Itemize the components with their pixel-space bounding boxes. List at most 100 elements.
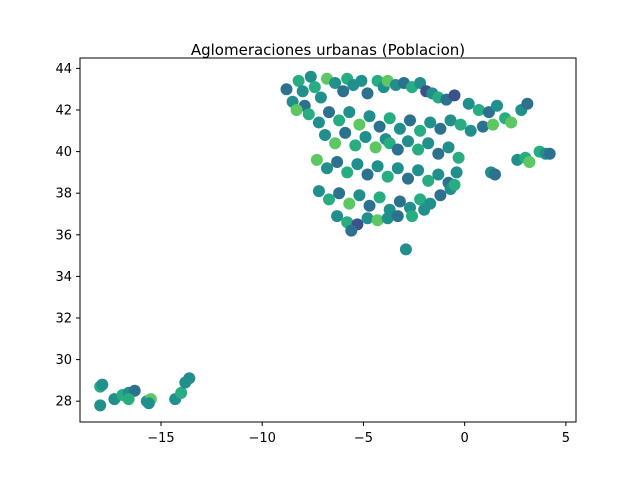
- data-point: [355, 74, 368, 87]
- data-point: [472, 104, 485, 116]
- data-point: [450, 166, 463, 179]
- data-point: [323, 106, 335, 119]
- data-point: [454, 118, 467, 131]
- data-point: [183, 372, 196, 385]
- data-point: [345, 224, 358, 237]
- y-tick-label: 36: [55, 228, 72, 243]
- data-points: [94, 70, 556, 412]
- data-point: [290, 104, 303, 116]
- x-tick-label: 0: [461, 431, 469, 446]
- data-point: [404, 114, 416, 127]
- data-point: [96, 378, 109, 391]
- data-point: [452, 151, 465, 164]
- data-point: [383, 137, 396, 150]
- data-point: [296, 85, 309, 98]
- data-point: [422, 137, 435, 150]
- data-point: [464, 124, 477, 137]
- data-point: [369, 141, 382, 154]
- x-tick-label: −5: [354, 431, 373, 446]
- data-point: [414, 77, 427, 89]
- y-tick-label: 40: [55, 145, 72, 160]
- data-point: [175, 386, 188, 399]
- data-point: [331, 156, 344, 168]
- y-tick-label: 38: [55, 187, 72, 202]
- data-point: [402, 172, 414, 185]
- data-point: [448, 89, 461, 102]
- data-point: [393, 122, 406, 135]
- data-point: [341, 166, 354, 179]
- data-point: [373, 191, 386, 204]
- x-axis: −15 −10 −5 0 5: [147, 422, 570, 446]
- y-tick-label: 42: [55, 104, 72, 119]
- data-point: [414, 124, 427, 137]
- y-axis: 28 30 32 34 36 38 40 42 44: [55, 62, 80, 410]
- data-point: [487, 118, 499, 131]
- data-point: [312, 185, 325, 198]
- data-point: [122, 393, 135, 406]
- data-point: [363, 199, 376, 212]
- data-point: [381, 170, 394, 183]
- x-tick-label: 5: [562, 431, 570, 446]
- data-point: [434, 189, 447, 202]
- x-tick-label: −10: [248, 431, 275, 446]
- data-point: [381, 212, 394, 225]
- data-point: [391, 162, 404, 175]
- data-point: [371, 214, 384, 227]
- data-point: [491, 99, 503, 112]
- data-point: [505, 116, 518, 129]
- x-tick-label: −15: [147, 431, 174, 446]
- y-tick-label: 30: [55, 353, 72, 368]
- data-point: [418, 203, 431, 216]
- data-point: [361, 87, 374, 100]
- data-point: [333, 114, 346, 127]
- data-point: [432, 147, 445, 160]
- data-point: [422, 174, 435, 187]
- data-point: [424, 116, 437, 129]
- data-point: [444, 114, 457, 127]
- data-point: [142, 397, 155, 410]
- data-point: [434, 122, 447, 135]
- data-point: [343, 197, 356, 210]
- data-point: [343, 106, 356, 119]
- data-point: [442, 141, 455, 154]
- data-point: [412, 164, 425, 177]
- data-point: [337, 85, 350, 98]
- chart-title: Aglomeraciones urbanas (Poblacion): [191, 41, 465, 59]
- data-point: [349, 139, 362, 152]
- y-tick-label: 34: [55, 270, 72, 285]
- y-tick-label: 44: [55, 62, 72, 77]
- data-point: [373, 120, 386, 133]
- data-point: [523, 156, 536, 168]
- data-point: [383, 112, 396, 125]
- data-point: [361, 168, 374, 181]
- data-point: [543, 147, 556, 160]
- data-point: [310, 153, 323, 166]
- data-point: [414, 193, 427, 206]
- y-tick-label: 32: [55, 312, 72, 327]
- data-point: [329, 137, 342, 150]
- data-point: [399, 243, 412, 256]
- data-point: [371, 160, 384, 173]
- data-point: [406, 210, 418, 223]
- data-point: [331, 210, 344, 223]
- data-point: [432, 168, 445, 181]
- data-point: [476, 120, 489, 133]
- data-point: [323, 193, 335, 206]
- y-tick-label: 28: [55, 395, 72, 410]
- axes-frame: [79, 57, 577, 423]
- data-point: [302, 108, 315, 121]
- data-point: [314, 91, 327, 104]
- data-point: [351, 158, 364, 171]
- data-point: [393, 195, 406, 208]
- data-point: [280, 83, 293, 96]
- data-point: [521, 97, 534, 110]
- data-point: [333, 187, 346, 200]
- data-point: [482, 106, 495, 119]
- data-point: [308, 81, 321, 94]
- data-point: [353, 189, 366, 202]
- data-point: [412, 143, 425, 156]
- data-point: [312, 116, 325, 129]
- data-point: [402, 135, 414, 148]
- data-point: [292, 74, 305, 87]
